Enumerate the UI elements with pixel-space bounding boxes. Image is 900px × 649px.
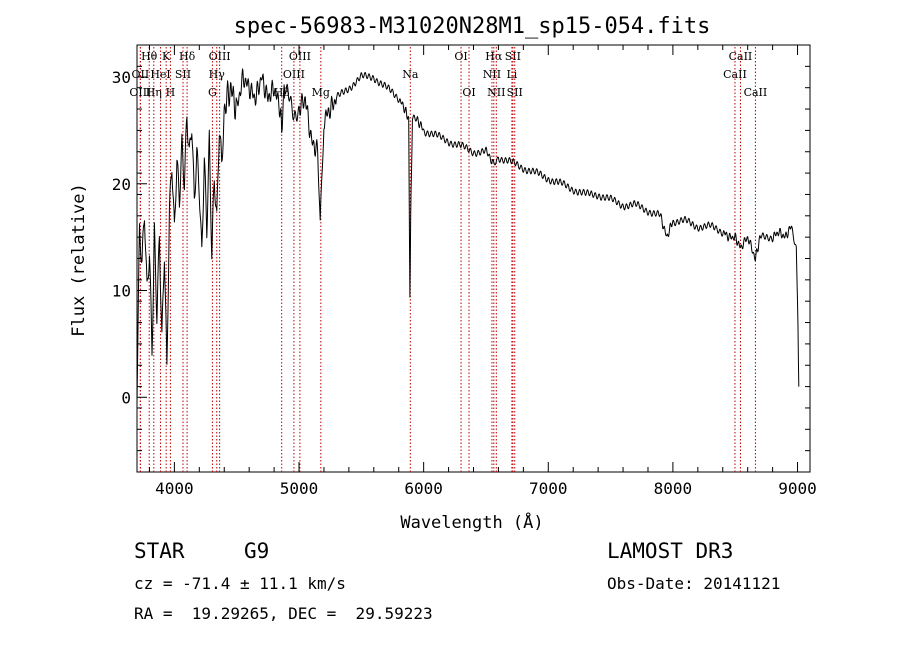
spectral-line-label: SII — [175, 68, 191, 81]
spectral-line-label: Li — [506, 68, 517, 81]
spectral-line-label: Hγ — [209, 68, 226, 81]
x-axis-label: Wavelength (Å) — [400, 511, 543, 533]
spectral-line-label: NII — [483, 68, 501, 81]
spectral-line-label: OI — [454, 50, 467, 63]
spectral-line-label: OII — [132, 68, 150, 81]
plot-frame — [136, 44, 811, 473]
spectral-line-label: CaII — [723, 68, 747, 81]
x-tick-label: 4000 — [155, 479, 194, 498]
y-axis-label: Flux (relative) — [69, 183, 89, 337]
spectral-line-label: K — [162, 50, 171, 63]
spectral-subclass: G9 — [244, 539, 270, 563]
x-tick-label: 8000 — [654, 479, 693, 498]
y-tick-label: 30 — [112, 68, 131, 87]
y-tick-label: 0 — [121, 388, 131, 407]
spectral-line-label: OIII — [289, 50, 311, 63]
spectral-line-label: SII — [505, 50, 521, 63]
spectral-line-label: Hθ — [141, 50, 158, 63]
spectral-line-label: SII — [507, 86, 523, 99]
observation-date: Obs-Date: 20141121 — [607, 574, 781, 593]
spectral-line-label: Hδ — [179, 50, 196, 63]
spectral-line-label: OIII — [129, 86, 151, 99]
spectral-line-label: OI — [462, 86, 475, 99]
y-tick-label: 10 — [112, 282, 131, 301]
spectral-line-label: Hα — [485, 50, 503, 63]
flux-series-line — [136, 68, 800, 404]
x-tick-label: 9000 — [778, 479, 817, 498]
survey-name: LAMOST DR3 — [607, 539, 734, 563]
spectral-line-label: Hη — [146, 86, 162, 99]
x-tick-label: 5000 — [280, 479, 319, 498]
spectral-line-label: Na — [402, 68, 419, 81]
flux-series — [136, 68, 800, 404]
spectrum-chart: spec-56983-M31020N28M1_sp15-054.fits Hθ K… — [69, 14, 817, 533]
spectral-line-label: Mg — [312, 86, 330, 99]
spectral-line-label: CaII — [744, 86, 768, 99]
redshift-readout: cz = -71.4 ± 11.1 km/s — [134, 574, 346, 593]
x-tick-label: 7000 — [529, 479, 568, 498]
axis-ticks: 4000 5000 6000 7000 8000 9000 0 10 20 30 — [112, 45, 817, 498]
spectral-line-label: G — [208, 86, 217, 99]
x-tick-label: 6000 — [404, 479, 443, 498]
object-class: STAR — [134, 539, 185, 563]
spectral-line-label: OIII — [283, 68, 305, 81]
spectral-line-label: NII — [487, 86, 505, 99]
coordinates: RA = 19.29265, DEC = 29.59223 — [134, 604, 433, 623]
spectral-line-label: CaII — [729, 50, 753, 63]
spectral-line-label: H — [166, 86, 176, 99]
spectral-line-label: OIII — [209, 50, 231, 63]
spectral-line-label: HeI — [150, 68, 170, 81]
chart-title: spec-56983-M31020N28M1_sp15-054.fits — [234, 14, 711, 39]
y-tick-label: 20 — [112, 175, 131, 194]
